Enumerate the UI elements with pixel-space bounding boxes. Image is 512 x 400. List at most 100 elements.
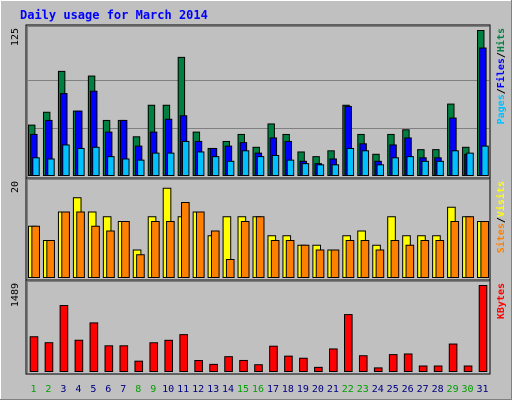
bar-sites-day-24	[375, 249, 385, 278]
legend-sites: Sites	[495, 223, 507, 253]
bar-kbytes-day-27	[418, 365, 428, 372]
bar-sites-day-31	[480, 221, 490, 278]
bar-kbytes-day-19	[299, 357, 308, 372]
panel-bottom-legend-label: KBytes	[496, 283, 507, 319]
bar-sites-day-2	[46, 240, 55, 278]
panel-middle-legend-label: Sites/Visits	[495, 181, 507, 253]
x-tick-label-day-29: 29	[447, 384, 459, 395]
panel-middle-ymax-label: 20	[10, 181, 21, 193]
bar-pages-day-24	[376, 164, 384, 177]
bar-pages-day-8	[137, 159, 145, 176]
bar-pages-day-1	[32, 157, 40, 176]
x-tick-label-day-19: 19	[297, 384, 309, 395]
bar-pages-day-29	[451, 150, 459, 176]
bar-pages-day-20	[316, 164, 325, 177]
bar-pages-day-14	[226, 160, 235, 176]
bar-sites-day-5	[91, 225, 100, 278]
x-tick-label-day-2: 2	[45, 384, 51, 395]
bar-kbytes-day-21	[329, 348, 338, 373]
bar-kbytes-day-23	[358, 355, 368, 372]
bar-sites-day-9	[151, 221, 160, 278]
bar-pages-day-10	[167, 152, 175, 176]
bar-pages-day-3	[62, 144, 70, 177]
panel-top-legend-label: Pages/Files/Hits	[495, 28, 507, 124]
x-tick-label-day-24: 24	[372, 384, 384, 395]
bar-sites-day-16	[255, 216, 265, 278]
bar-kbytes-day-5	[89, 322, 99, 372]
bar-pages-day-11	[181, 140, 190, 177]
bar-kbytes-day-4	[74, 339, 84, 372]
bar-sites-day-25	[390, 240, 400, 278]
bar-sites-day-8	[136, 254, 145, 278]
chart-title: Daily usage for March 2014	[20, 8, 208, 22]
bar-sites-day-11	[181, 202, 190, 278]
bar-sites-day-3	[61, 211, 70, 278]
panel-bottom-ymax-label: 1489	[10, 283, 21, 307]
bar-pages-day-16	[256, 156, 265, 176]
panel-top-ymax-label: 125	[10, 28, 21, 46]
bar-pages-day-9	[152, 152, 160, 176]
bar-sites-day-28	[435, 240, 445, 278]
x-tick-label-day-31: 31	[476, 384, 488, 395]
x-tick-label-day-21: 21	[327, 384, 339, 395]
bar-kbytes-day-16	[254, 364, 263, 372]
panel-top: 125 Pages/Files/Hits	[10, 24, 507, 179]
x-tick-label-day-8: 8	[135, 384, 141, 395]
x-tick-label-day-10: 10	[162, 384, 174, 395]
x-tick-label-day-12: 12	[192, 384, 204, 395]
legend-slash: /	[496, 52, 507, 58]
panel-bottom: 1489 KBytes	[10, 279, 507, 375]
bar-pages-day-18	[286, 159, 295, 176]
bar-sites-day-21	[330, 249, 340, 278]
x-tick-label-day-7: 7	[120, 384, 126, 395]
bar-sites-day-20	[315, 249, 325, 278]
x-tick-label-day-9: 9	[150, 384, 156, 395]
bar-pages-day-28	[436, 160, 444, 176]
bar-sites-day-6	[106, 230, 115, 278]
x-tick-label-day-27: 27	[417, 384, 429, 395]
bar-sites-day-26	[405, 244, 415, 278]
bar-sites-day-23	[360, 240, 370, 278]
bar-sites-day-19	[300, 244, 310, 278]
bar-kbytes-day-11	[179, 334, 188, 372]
bar-kbytes-day-26	[403, 353, 413, 373]
x-tick-label-day-17: 17	[267, 384, 279, 395]
bar-pages-day-13	[211, 156, 220, 176]
bar-kbytes-day-6	[104, 345, 114, 372]
bar-kbytes-day-10	[164, 339, 174, 372]
bar-pages-day-4	[77, 147, 85, 177]
bar-pages-day-31	[481, 145, 489, 177]
bar-kbytes-day-12	[194, 360, 203, 372]
x-tick-label-day-5: 5	[90, 384, 96, 395]
bar-sites-day-13	[210, 230, 220, 278]
bar-pages-day-26	[406, 156, 414, 176]
x-tick-label-day-14: 14	[222, 384, 234, 395]
bar-pages-day-12	[196, 151, 205, 176]
bar-sites-day-15	[240, 221, 250, 278]
bar-pages-day-27	[421, 160, 429, 176]
bar-sites-day-1	[31, 225, 40, 278]
bar-pages-day-21	[331, 164, 340, 177]
bar-kbytes-day-29	[448, 343, 458, 372]
x-tick-label-day-30: 30	[462, 384, 474, 395]
bar-pages-day-7	[122, 158, 130, 176]
bar-kbytes-day-17	[269, 345, 278, 372]
bar-sites-day-18	[285, 240, 295, 278]
bar-pages-day-6	[107, 156, 115, 176]
bar-sites-day-27	[420, 240, 430, 278]
bar-pages-day-5	[92, 146, 100, 177]
bar-kbytes-day-13	[209, 363, 218, 373]
x-tick-label-day-11: 11	[177, 384, 189, 395]
bar-kbytes-day-24	[373, 367, 383, 373]
x-tick-label-day-6: 6	[105, 384, 111, 395]
bar-sites-day-7	[121, 221, 130, 278]
bar-kbytes-day-31	[478, 285, 488, 372]
legend-visits: Visits	[495, 181, 507, 217]
legend-files: Files	[495, 58, 507, 88]
x-tick-label-day-3: 3	[60, 384, 66, 395]
x-tick-label-day-1: 1	[30, 384, 36, 395]
x-tick-label-day-23: 23	[357, 384, 369, 395]
